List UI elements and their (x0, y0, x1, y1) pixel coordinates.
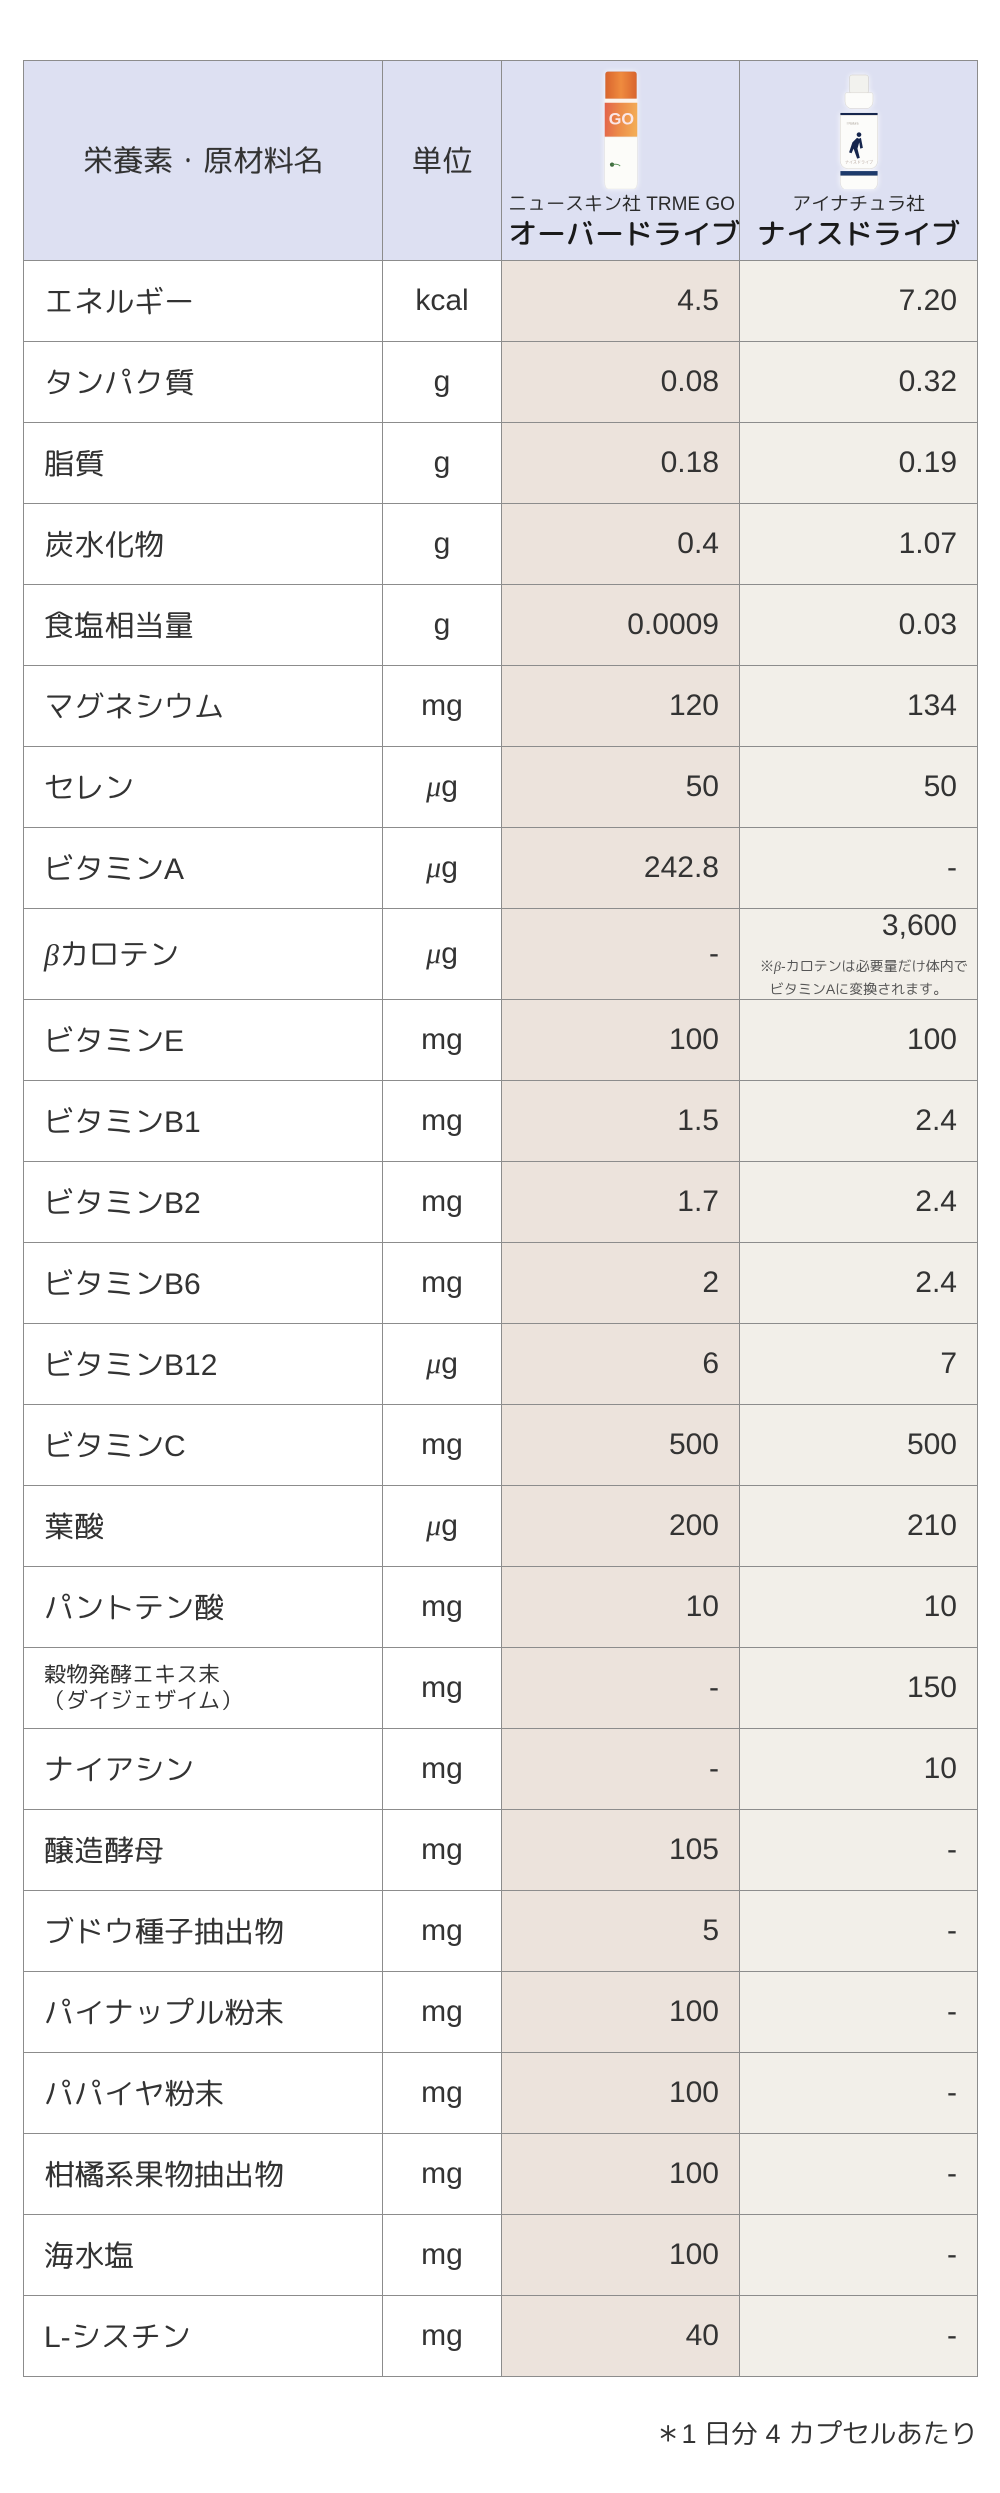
svg-text:GO: GO (608, 111, 633, 129)
svg-text:ナイスドライブ: ナイスドライブ (845, 158, 873, 164)
svg-text:I Natura: I Natura (846, 122, 858, 126)
